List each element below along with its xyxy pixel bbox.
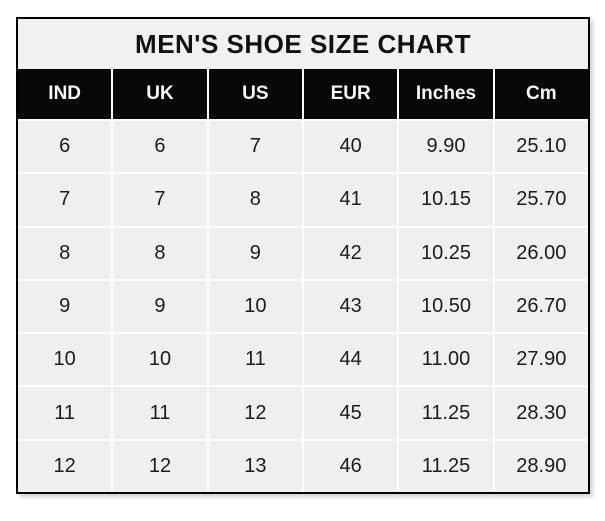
- table-cell-r6-us: 12: [208, 387, 302, 439]
- table-cell-r5-eur: 44: [304, 334, 398, 386]
- table-cell-r7-uk: 12: [113, 440, 207, 492]
- chart-title: MEN'S SHOE SIZE CHART: [18, 19, 588, 69]
- table-cell-r2-eur: 41: [304, 174, 398, 226]
- table-cell-r5-inches: 11.00: [399, 334, 493, 386]
- table-cell-r2-us: 8: [208, 174, 302, 226]
- table-cell-r3-us: 9: [208, 227, 302, 279]
- table-cell-r1-eur: 40: [304, 121, 398, 173]
- table-cell-r5-cm: 27.90: [494, 334, 588, 386]
- header-cell-inches: Inches: [399, 69, 493, 119]
- table-cell-r3-uk: 8: [113, 227, 207, 279]
- table-cell-r6-inches: 11.25: [399, 387, 493, 439]
- table-cell-r7-us: 13: [208, 440, 302, 492]
- table-cell-r3-eur: 42: [304, 227, 398, 279]
- table-cell-r6-eur: 45: [304, 387, 398, 439]
- table-cell-r5-us: 11: [208, 334, 302, 386]
- table-cell-r4-us: 10: [208, 280, 302, 333]
- size-grid: IND UK US EUR Inches Cm 6 6 7 40 9.90 25.10 7 7 8 41 10.…: [18, 69, 588, 492]
- header-cell-uk: UK: [113, 69, 207, 119]
- table-cell-r4-cm: 26.70: [494, 280, 588, 333]
- table-cell-r3-inches: 10.25: [399, 227, 493, 279]
- table-cell-r7-eur: 46: [304, 440, 398, 492]
- table-cell-r2-uk: 7: [113, 174, 207, 226]
- header-cell-ind: IND: [18, 69, 112, 119]
- table-cell-r5-uk: 10: [113, 334, 207, 386]
- table-cell-r1-us: 7: [208, 121, 302, 173]
- header-cell-cm: Cm: [494, 69, 588, 119]
- table-cell-r6-ind: 11: [18, 387, 112, 439]
- table-cell-r3-cm: 26.00: [494, 227, 588, 279]
- table-cell-r7-cm: 28.90: [494, 440, 588, 492]
- table-cell-r5-ind: 10: [18, 334, 112, 386]
- table-cell-r1-uk: 6: [113, 121, 207, 173]
- table-cell-r7-inches: 11.25: [399, 440, 493, 492]
- table-cell-r6-uk: 11: [113, 387, 207, 439]
- shoe-size-chart-table: MEN'S SHOE SIZE CHART IND UK US EUR Inches Cm…: [16, 17, 590, 494]
- table-cell-r4-ind: 9: [18, 280, 112, 333]
- header-cell-us: US: [208, 69, 302, 119]
- table-cell-r7-ind: 12: [18, 440, 112, 492]
- table-cell-r2-cm: 25.70: [494, 174, 588, 226]
- table-cell-r2-inches: 10.15: [399, 174, 493, 226]
- table-cell-r6-cm: 28.30: [494, 387, 588, 439]
- table-cell-r3-ind: 8: [18, 227, 112, 279]
- table-cell-r4-uk: 9: [113, 280, 207, 333]
- table-cell-r1-cm: 25.10: [494, 121, 588, 173]
- header-cell-eur: EUR: [304, 69, 398, 119]
- table-cell-r1-inches: 9.90: [399, 121, 493, 173]
- table-cell-r2-ind: 7: [18, 174, 112, 226]
- table-cell-r4-eur: 43: [304, 280, 398, 333]
- table-cell-r4-inches: 10.50: [399, 280, 493, 333]
- table-cell-r1-ind: 6: [18, 121, 112, 173]
